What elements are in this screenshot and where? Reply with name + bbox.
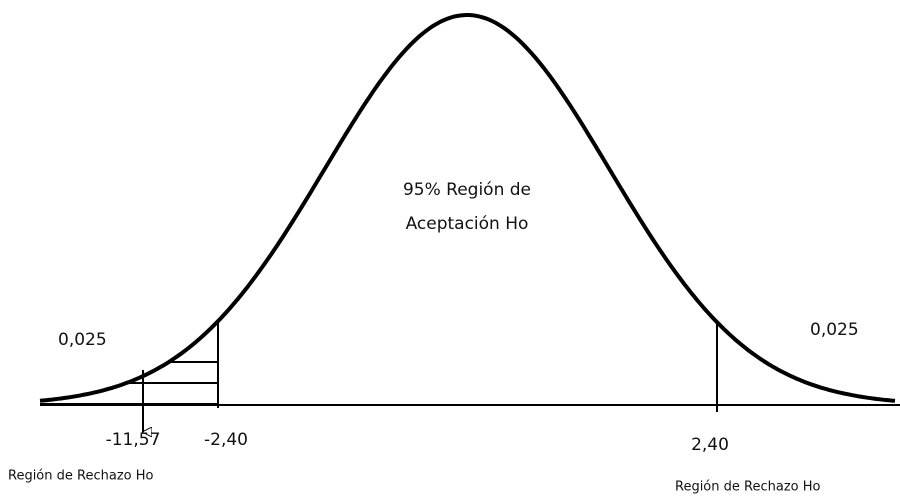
center-label: 95% Región de <box>403 180 531 200</box>
critical-label: 2,40 <box>691 435 729 455</box>
region-label: Región de Rechazo Ho <box>8 469 154 484</box>
center-label: Aceptación Ho <box>406 214 529 234</box>
statistic-label: -11,57 <box>106 430 161 450</box>
tail-probability: 0,025 <box>810 320 859 340</box>
tail-probability: 0,025 <box>58 330 107 350</box>
region-label: Región de Rechazo Ho <box>675 480 821 495</box>
normal-curve <box>39 13 896 403</box>
critical-label: -2,40 <box>204 430 248 450</box>
